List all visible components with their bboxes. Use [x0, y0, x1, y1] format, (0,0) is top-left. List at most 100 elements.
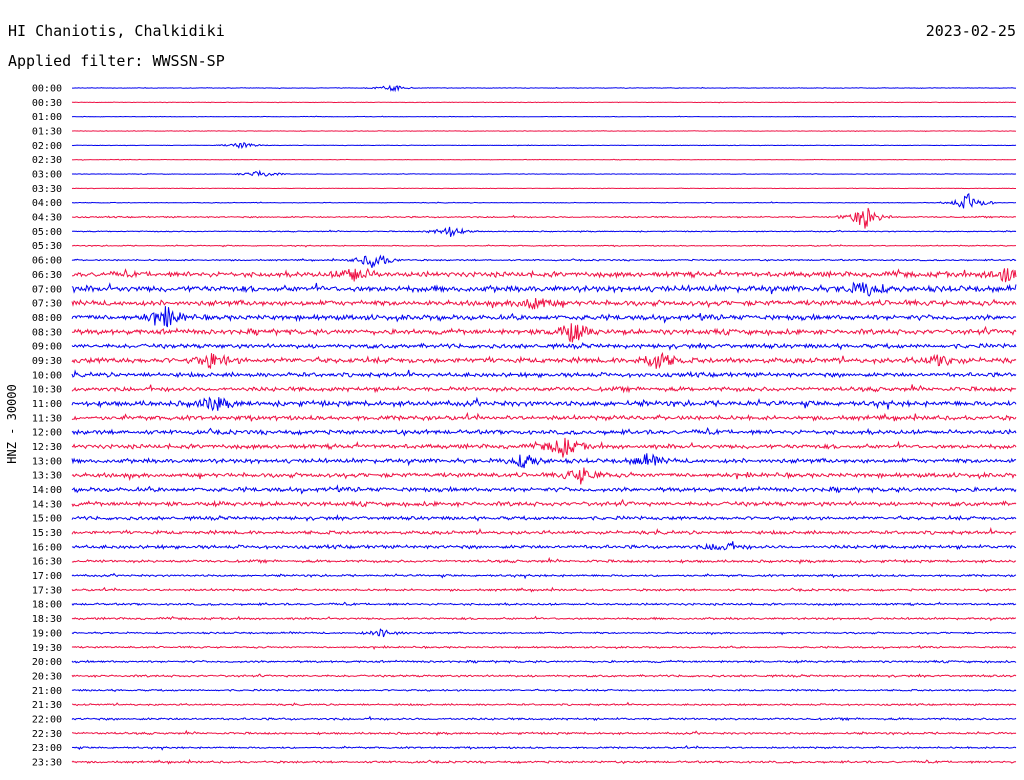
time-label: 02:00 [32, 141, 62, 152]
trace-line [71, 556, 1017, 565]
trace-line [71, 437, 1017, 458]
time-label: 13:00 [32, 456, 62, 467]
trace-line [71, 615, 1017, 622]
trace-line [71, 427, 1017, 437]
trace-line [71, 101, 1016, 104]
trace-line [71, 267, 1017, 283]
trace-line [71, 411, 1017, 422]
trace-line [71, 158, 1017, 161]
time-label: 18:00 [32, 600, 62, 611]
trace-line [71, 484, 1017, 495]
trace-line [71, 715, 1017, 722]
trace-line [71, 586, 1017, 593]
trace-line [71, 244, 1016, 248]
trace-line [71, 323, 1017, 343]
filter-label: Applied filter: WWSSN-SP [8, 52, 225, 70]
time-label: 10:00 [32, 370, 62, 381]
time-label: 09:30 [32, 356, 62, 367]
time-label: 20:00 [32, 657, 62, 668]
time-label: 06:30 [32, 270, 62, 281]
trace-line [71, 384, 1017, 394]
time-label: 05:00 [32, 227, 62, 238]
trace-line [72, 207, 1017, 229]
time-label: 21:00 [32, 686, 62, 697]
time-label: 08:30 [32, 327, 62, 338]
time-label: 23:00 [32, 743, 62, 754]
date-label: 2023-02-25 [925, 22, 1016, 40]
time-label: 12:00 [32, 428, 62, 439]
time-label: 15:00 [32, 514, 62, 525]
time-label: 17:30 [32, 585, 62, 596]
time-label: 11:30 [32, 413, 62, 424]
trace-line [71, 701, 1017, 707]
time-label: 03:00 [32, 170, 62, 181]
time-label: 22:00 [32, 714, 62, 725]
time-label: 20:30 [32, 671, 62, 682]
time-label: 11:00 [32, 399, 62, 410]
time-label: 08:00 [32, 313, 62, 324]
time-label: 17:00 [32, 571, 62, 582]
time-label: 04:00 [32, 198, 62, 209]
trace-line [71, 758, 1017, 765]
time-label: 14:30 [32, 499, 62, 510]
trace-line [71, 351, 1017, 369]
trace-line [71, 281, 1017, 297]
station-title: HI Chaniotis, Chalkidiki [8, 22, 225, 40]
trace-line [71, 513, 1017, 522]
trace-line [71, 644, 1017, 651]
trace-line [71, 745, 1017, 751]
time-label: 09:00 [32, 342, 62, 353]
trace-line [71, 369, 1017, 379]
time-label: 13:30 [32, 471, 62, 482]
trace-line [71, 467, 1017, 485]
time-label: 02:30 [32, 155, 62, 166]
time-label: 01:30 [32, 127, 62, 138]
time-label: 23:30 [32, 757, 62, 768]
trace-line [72, 226, 1017, 237]
time-label: 18:30 [32, 614, 62, 625]
trace-line [71, 453, 1017, 469]
time-label: 12:30 [32, 442, 62, 453]
time-label: 10:30 [32, 385, 62, 396]
time-label: 01:00 [32, 112, 62, 123]
time-label: 16:00 [32, 542, 62, 553]
trace-line [71, 193, 1017, 209]
trace-line [71, 541, 1017, 551]
time-label: 14:00 [32, 485, 62, 496]
trace-line [72, 130, 1017, 133]
trace-line [71, 306, 1017, 328]
time-label: 19:30 [32, 643, 62, 654]
trace-line [72, 729, 1017, 737]
time-label: 21:30 [32, 700, 62, 711]
trace-line [71, 187, 1016, 190]
time-label: 22:30 [32, 729, 62, 740]
time-label: 19:00 [32, 628, 62, 639]
time-label: 00:30 [32, 98, 62, 109]
time-label: 07:00 [32, 284, 62, 295]
time-label: 15:30 [32, 528, 62, 539]
trace-line [71, 254, 1017, 268]
trace-line [71, 498, 1017, 508]
time-label: 05:30 [32, 241, 62, 252]
trace-line [71, 572, 1017, 580]
trace-line [71, 688, 1017, 693]
trace-line [71, 601, 1017, 607]
time-label: 03:30 [32, 184, 62, 195]
trace-line [71, 628, 1017, 638]
trace-line [71, 396, 1017, 412]
time-label: 07:30 [32, 299, 62, 310]
trace-line [71, 169, 1017, 177]
trace-line [71, 342, 1017, 351]
time-label: 06:00 [32, 256, 62, 267]
trace-line [71, 142, 1017, 149]
trace-line [71, 298, 1017, 311]
time-label: 00:00 [32, 84, 62, 95]
trace-line [71, 115, 1017, 118]
trace-line [71, 673, 1017, 679]
time-label: 04:30 [32, 213, 62, 224]
time-label: 16:30 [32, 557, 62, 568]
trace-line [71, 659, 1017, 664]
trace-line [71, 526, 1017, 536]
trace-line [72, 84, 1017, 93]
